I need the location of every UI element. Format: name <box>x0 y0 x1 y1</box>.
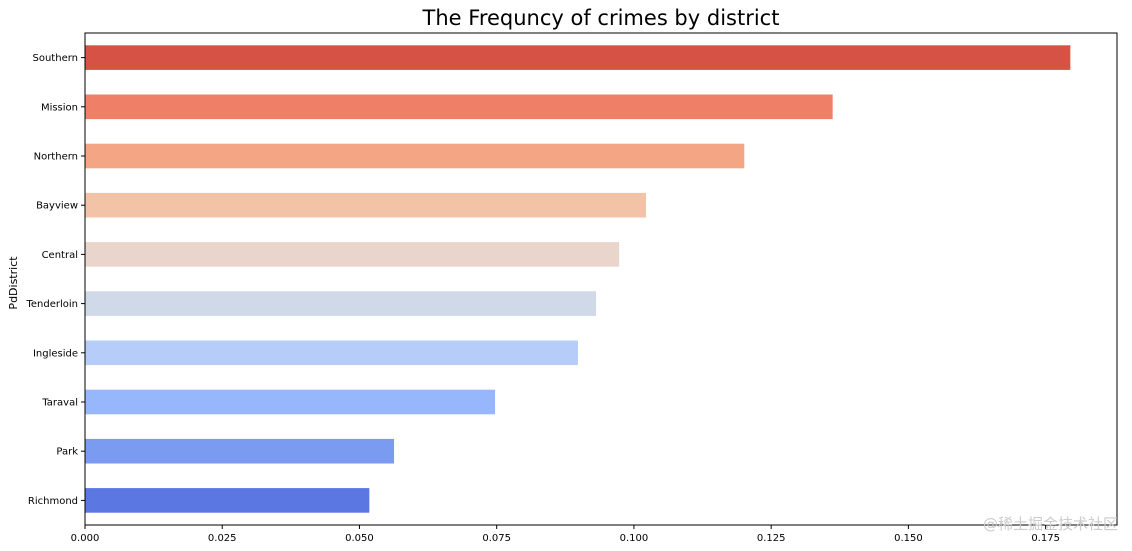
y-axis-label: PdDistrict <box>7 256 20 310</box>
bar-richmond <box>85 488 370 513</box>
x-tick-label: 0.000 <box>71 533 100 544</box>
x-tick-label: 0.125 <box>757 533 786 544</box>
x-tick-label: 0.175 <box>1031 533 1060 544</box>
chart-title: The Frequncy of crimes by district <box>422 6 780 30</box>
y-tick-label-northern: Northern <box>34 152 78 163</box>
x-tick-label: 0.050 <box>345 533 374 544</box>
y-tick-label-tenderloin: Tenderloin <box>25 299 78 310</box>
y-tick-label-richmond: Richmond <box>28 496 78 507</box>
y-tick-label-central: Central <box>42 250 78 261</box>
bar-tenderloin <box>85 291 597 316</box>
bar-northern <box>85 143 745 169</box>
x-tick-label: 0.100 <box>620 533 649 544</box>
y-tick-label-taraval: Taraval <box>41 398 78 409</box>
bar-central <box>85 242 620 267</box>
x-tick-label: 0.075 <box>482 533 511 544</box>
bar-taraval <box>85 389 496 415</box>
bar-bayview <box>85 192 647 218</box>
bars-group <box>85 45 1071 513</box>
x-ticks: 0.000 0.025 0.050 0.075 0.100 0.125 0.150 0.175 <box>71 525 1060 544</box>
bar-park <box>85 438 395 464</box>
y-tick-label-southern: Southern <box>33 53 79 64</box>
y-tick-label-park: Park <box>56 447 78 458</box>
bar-ingleside <box>85 340 578 366</box>
x-tick-label: 0.150 <box>894 533 923 544</box>
bar-mission <box>85 94 833 120</box>
y-tick-labels: Southern Mission Northern Bayview Central Ten… <box>25 53 85 507</box>
y-tick-label-ingleside: Ingleside <box>33 348 78 359</box>
plot-frame <box>84 32 1118 526</box>
watermark: @稀土掘金技术社区 <box>983 515 1118 533</box>
y-tick-label-bayview: Bayview <box>36 201 78 212</box>
y-tick-label-mission: Mission <box>41 102 78 113</box>
x-tick-label: 0.025 <box>208 533 237 544</box>
bar-southern <box>85 45 1071 70</box>
